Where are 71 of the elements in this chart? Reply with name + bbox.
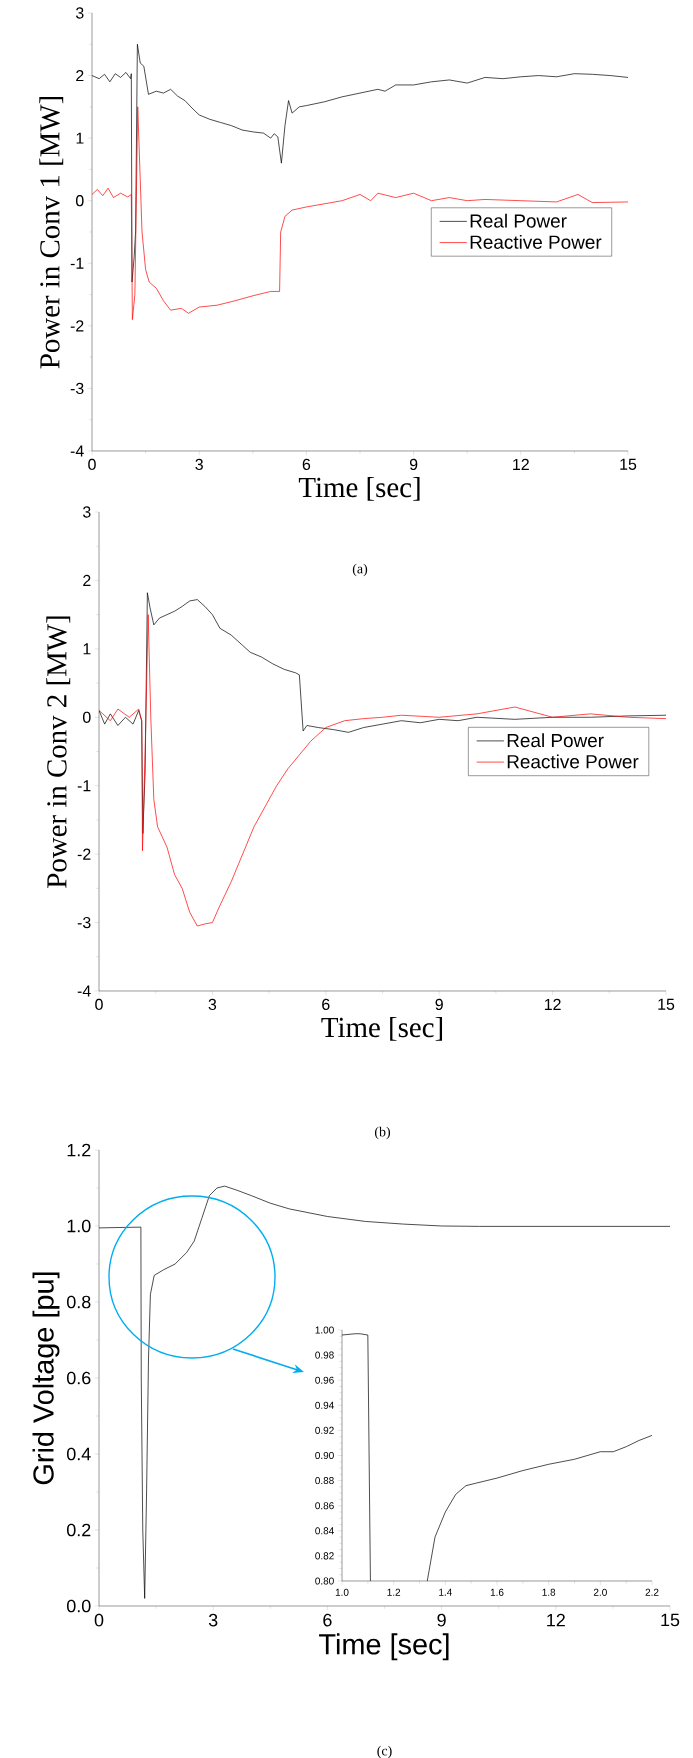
y-tick-label: 2 bbox=[83, 574, 91, 586]
x-tick-label: 2.0 bbox=[593, 1588, 607, 1596]
y-tick-label: -1 bbox=[77, 780, 91, 792]
x-tick-label: 1.8 bbox=[542, 1588, 556, 1596]
text: (b) bbox=[374, 1126, 391, 1140]
y-tick-label: -4 bbox=[70, 445, 84, 457]
x-tick-label: 1.0 bbox=[335, 1588, 349, 1596]
legend-label: Reactive Power bbox=[507, 754, 639, 769]
legend-label: Real Power bbox=[507, 733, 604, 748]
y-tick-label: 3 bbox=[75, 7, 84, 19]
x-tick-label: 1.6 bbox=[490, 1588, 504, 1596]
y-tick-label: 0.4 bbox=[67, 1447, 91, 1461]
x-axis-title: Time [sec] bbox=[321, 1016, 443, 1041]
y-tick-label: 0.80 bbox=[315, 1577, 334, 1585]
x-axis-title: Time [sec] bbox=[319, 1633, 449, 1661]
y-tick-label: 1.0 bbox=[67, 1219, 91, 1233]
y-tick-label: 0.86 bbox=[315, 1502, 334, 1510]
x-tick-label: 2.2 bbox=[645, 1588, 659, 1596]
x-tick-label: 1.4 bbox=[439, 1588, 452, 1596]
y-tick-label: 0.8 bbox=[67, 1295, 91, 1309]
y-tick-label: 1.2 bbox=[67, 1143, 91, 1157]
y-tick-label: 0.98 bbox=[315, 1351, 334, 1359]
x-tick-label: 0 bbox=[94, 1613, 104, 1627]
x-tick-label: 9 bbox=[435, 998, 443, 1011]
x-tick-label: 9 bbox=[409, 458, 418, 471]
y-tick-label: 0.82 bbox=[315, 1552, 334, 1560]
x-tick-label: 1.2 bbox=[387, 1588, 401, 1596]
y-tick-label: 0.88 bbox=[315, 1477, 334, 1485]
x-tick-label: 6 bbox=[323, 1613, 332, 1627]
x-tick-label: 0 bbox=[95, 998, 103, 1011]
y-tick-label: -2 bbox=[70, 320, 84, 332]
y-tick-label: 0.2 bbox=[67, 1523, 91, 1537]
x-tick-label: 3 bbox=[195, 458, 203, 471]
x-tick-label: 12 bbox=[513, 458, 529, 470]
x-tick-label: 12 bbox=[547, 1613, 565, 1627]
y-tick-label: -1 bbox=[70, 257, 84, 269]
y-tick-label: -3 bbox=[70, 382, 84, 395]
y-tick-label: 0.92 bbox=[315, 1426, 334, 1434]
x-tick-label: 6 bbox=[302, 458, 311, 471]
y-tick-label: 0.90 bbox=[315, 1451, 334, 1460]
x-tick-label: 12 bbox=[544, 998, 561, 1010]
x-tick-label: 15 bbox=[661, 1613, 680, 1627]
y-tick-label: 0.94 bbox=[315, 1401, 334, 1409]
x-tick-label: 3 bbox=[208, 1613, 218, 1627]
y-tick-label: 0 bbox=[82, 711, 91, 723]
y-axis-title: Power in Conv 1 [MW] bbox=[39, 96, 64, 369]
y-tick-label: 1 bbox=[76, 132, 84, 144]
y-tick-label: 0.84 bbox=[315, 1527, 334, 1535]
y-tick-label: 0 bbox=[75, 195, 84, 207]
y-tick-label: 1 bbox=[83, 643, 91, 655]
y-tick-label: 0.6 bbox=[67, 1371, 91, 1385]
x-tick-label: 9 bbox=[437, 1613, 446, 1627]
annotation: (a) bbox=[352, 563, 368, 577]
x-tick-label: 15 bbox=[620, 458, 637, 470]
x-tick-label: 6 bbox=[322, 998, 330, 1011]
y-tick-label: 3 bbox=[82, 506, 91, 518]
legend-label: Real Power bbox=[470, 213, 567, 228]
x-axis-title: Time [sec] bbox=[298, 476, 420, 501]
x-tick-label: 15 bbox=[658, 998, 675, 1010]
y-tick-label: 1.00 bbox=[315, 1326, 334, 1334]
y-axis-title: Grid Voltage [pu] bbox=[32, 1272, 60, 1485]
x-tick-label: 3 bbox=[208, 998, 217, 1011]
y-tick-label: -3 bbox=[77, 916, 91, 929]
y-tick-label: 0.0 bbox=[67, 1599, 91, 1613]
y-tick-label: 2 bbox=[76, 70, 84, 82]
y-tick-label: -2 bbox=[77, 848, 91, 860]
y-tick-label: 0.96 bbox=[315, 1376, 334, 1384]
y-axis-title: Power in Conv 2 [MW] bbox=[46, 616, 71, 888]
text: (c) bbox=[377, 1745, 392, 1758]
legend-label: Reactive Power bbox=[470, 234, 602, 249]
y-tick-label: -4 bbox=[77, 985, 91, 997]
